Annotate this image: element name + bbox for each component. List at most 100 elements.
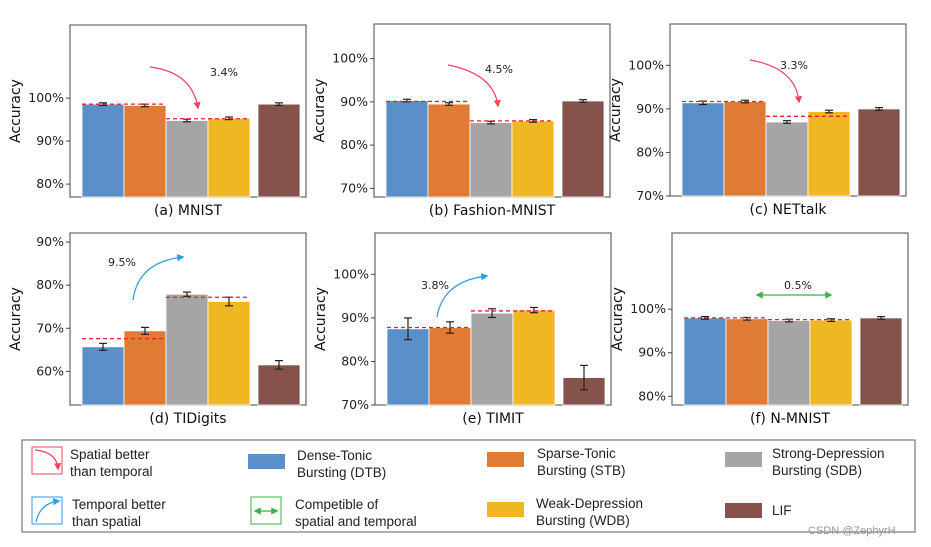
legend-icon-frame xyxy=(31,446,63,475)
y-tick-label: 100% xyxy=(333,266,369,281)
bar-STB xyxy=(123,330,167,406)
bar-SDB xyxy=(470,312,514,406)
legend-item-LIF: LIF xyxy=(725,503,792,518)
legend-item-DTB: Dense-Tonic Bursting (DTB) xyxy=(248,448,386,480)
watermark: CSDN @ZephyrH xyxy=(808,525,896,537)
legend-label: Bursting (SDB) xyxy=(772,463,862,478)
y-tick-label: 100% xyxy=(28,90,64,105)
y-axis-label: Accuracy xyxy=(608,78,624,142)
bar-WDB xyxy=(807,111,851,197)
y-tick-label: 60% xyxy=(36,363,64,378)
y-tick-label: 80% xyxy=(36,176,64,191)
bar-SDB xyxy=(765,121,809,197)
y-tick-label: 100% xyxy=(630,301,666,316)
bar-LIF xyxy=(562,377,606,406)
bar-SDB xyxy=(767,320,811,406)
legend-item-WDB: Weak-Depression Bursting (WDB) xyxy=(487,496,643,528)
subplot-title: (a) MNIST xyxy=(154,203,223,219)
legend-label: Bursting (WDB) xyxy=(536,513,630,528)
bar-LIF xyxy=(857,108,901,197)
y-tick-label: 100% xyxy=(628,57,664,72)
legend-label: Bursting (DTB) xyxy=(297,465,386,480)
legend-label: Temporal better xyxy=(72,497,166,512)
spatial-arrow-icon xyxy=(149,66,201,110)
temporal-arrow-icon xyxy=(436,273,489,318)
y-tick-label: 80% xyxy=(340,137,368,152)
legend-item-temporal: Temporal better than spatial xyxy=(31,496,166,529)
annotation-label: 0.5% xyxy=(784,279,812,292)
subplot-e: 70% 80% 90% 100% Accuracy (e) TIMIT 3.8% xyxy=(313,232,612,427)
bar-STB xyxy=(427,103,471,198)
bar-DTB xyxy=(385,100,429,198)
legend-label: Competible of xyxy=(295,497,379,512)
subplot-b: 70% 80% 90% 100% Accuracy (b) Fashion-MNIST 4.… xyxy=(312,23,611,219)
subplot-title: (d) TIDigits xyxy=(149,411,226,427)
bar-DTB xyxy=(81,346,125,406)
temporal-arrow-icon xyxy=(132,254,185,301)
bar-WDB xyxy=(511,120,555,198)
legend-swatch-SDB xyxy=(725,452,762,467)
y-tick-label: 70% xyxy=(36,320,64,335)
legend-swatch-LIF xyxy=(725,503,762,518)
annotation-label: 3.8% xyxy=(421,279,449,292)
legend-item-STB: Sparse-Tonic Bursting (STB) xyxy=(487,446,626,478)
bar-WDB xyxy=(809,319,853,406)
legend-item-competible: Competible of spatial and temporal xyxy=(250,496,417,529)
subplot-d: 60% 70% 80% 90% Accuracy (d) TIDigits 9.5% xyxy=(8,232,307,427)
bar-STB xyxy=(123,105,167,198)
y-axis-label: Accuracy xyxy=(8,287,24,351)
spatial-arrow-icon xyxy=(447,64,501,108)
y-tick-label: 80% xyxy=(341,353,369,368)
bar-STB xyxy=(725,318,769,406)
bar-WDB xyxy=(207,301,251,406)
legend-label: Strong-Depression xyxy=(772,446,885,461)
spatial-arrow-icon xyxy=(749,59,803,104)
y-tick-label: 90% xyxy=(36,234,64,249)
bar-DTB xyxy=(81,103,125,198)
bar-STB xyxy=(428,327,472,406)
y-tick-label: 90% xyxy=(341,310,369,325)
bar-LIF xyxy=(257,364,301,406)
legend-label: spatial and temporal xyxy=(295,514,417,529)
bar-LIF xyxy=(859,317,903,406)
legend-swatch-STB xyxy=(487,452,524,467)
bar-SDB xyxy=(469,122,513,198)
curved-arrow-down-icon xyxy=(34,449,62,471)
legend-label: Bursting (STB) xyxy=(537,463,626,478)
y-tick-label: 100% xyxy=(332,51,368,66)
y-tick-label: 80% xyxy=(636,144,664,159)
y-axis-label: Accuracy xyxy=(312,79,328,143)
y-axis-label: Accuracy xyxy=(610,287,626,351)
subplot-a: 80% 90% 100% Accuracy (a) MNIST 3.4% xyxy=(8,24,307,219)
subplot-f: 80% 90% 100% Accuracy (f) N-MNIST 0.5% xyxy=(610,232,909,427)
annotation-label: 3.3% xyxy=(780,59,808,72)
bar-SDB xyxy=(165,120,209,198)
legend-label: Sparse-Tonic xyxy=(537,446,616,461)
y-tick-label: 80% xyxy=(638,388,666,403)
y-axis-label: Accuracy xyxy=(313,287,329,351)
legend-label: LIF xyxy=(772,503,792,518)
y-axis-label: Accuracy xyxy=(8,79,24,143)
legend: Spatial better than temporal Temporal bett… xyxy=(21,439,916,533)
y-tick-label: 90% xyxy=(638,345,666,360)
bar-SDB xyxy=(165,293,209,406)
legend-item-SDB: Strong-Depression Bursting (SDB) xyxy=(725,446,885,478)
annotation-label: 4.5% xyxy=(485,63,513,76)
legend-label: Weak-Depression xyxy=(536,496,643,511)
bar-STB xyxy=(723,101,767,197)
y-tick-label: 70% xyxy=(340,180,368,195)
bar-LIF xyxy=(257,103,301,198)
subplot-title: (c) NETtalk xyxy=(749,202,827,218)
legend-label: Dense-Tonic xyxy=(297,448,372,463)
bar-DTB xyxy=(386,328,430,406)
legend-item-spatial: Spatial better than temporal xyxy=(31,446,153,479)
bar-WDB xyxy=(207,117,251,198)
y-tick-label: 90% xyxy=(636,101,664,116)
y-tick-label: 70% xyxy=(341,397,369,412)
legend-label: than spatial xyxy=(72,514,141,529)
bar-WDB xyxy=(512,309,556,406)
bar-DTB xyxy=(683,317,727,406)
subplot-c: 70% 80% 90% 100% Accuracy (c) NETtalk 3.3% xyxy=(608,23,907,218)
bar-LIF xyxy=(561,100,605,198)
